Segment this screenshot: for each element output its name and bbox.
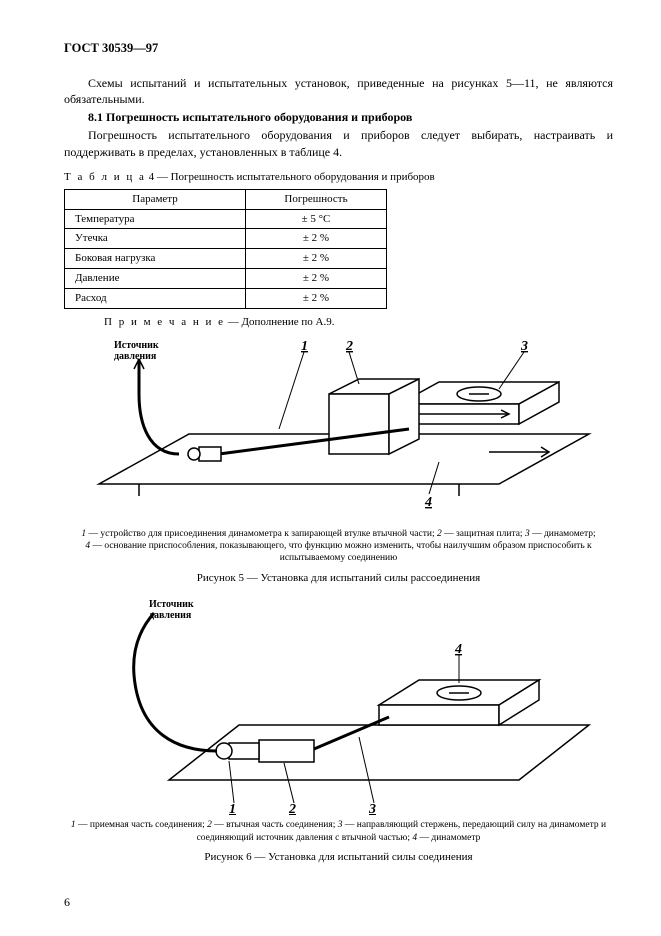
- figure-6: Источник давления 1 2 3 4 1 — приемная ч…: [64, 595, 613, 865]
- fig6-label-4: 4: [454, 642, 462, 657]
- cell-err: ± 2 %: [246, 229, 387, 249]
- table-note: П р и м е ч а н и е — Дополнение по А.9.: [104, 315, 613, 330]
- cell-param: Расход: [65, 288, 246, 308]
- fig6-label-3: 3: [368, 802, 376, 815]
- note-prefix: П р и м е ч а н и е: [104, 316, 225, 328]
- figure-6-svg: Источник давления 1 2 3 4: [79, 595, 599, 815]
- fig6-source-line2: давления: [149, 610, 192, 621]
- table-row: Температура± 5 °C: [65, 209, 387, 229]
- cell-param: Утечка: [65, 229, 246, 249]
- fig6-label-2: 2: [288, 802, 296, 815]
- section-title: Погрешность испытательного оборудования …: [106, 110, 412, 124]
- fig6-label-1: 1: [229, 802, 236, 815]
- fig5-source-line2: давления: [114, 351, 157, 362]
- figure-5-svg: Источник давления 1 2 3 4: [79, 334, 599, 524]
- table-row: Боковая нагрузка± 2 %: [65, 249, 387, 269]
- cell-err: ± 5 °C: [246, 209, 387, 229]
- cell-err: ± 2 %: [246, 269, 387, 289]
- para-intro: Схемы испытаний и испытательных установо…: [64, 75, 613, 107]
- fig6-source-line1: Источник: [149, 599, 194, 610]
- figure-5-legend: 1 — устройство для присоединения динамом…: [64, 528, 613, 565]
- cell-param: Температура: [65, 209, 246, 229]
- para-tolerance: Погрешность испытательного оборудования …: [64, 127, 613, 159]
- table-row: Утечка± 2 %: [65, 229, 387, 249]
- cell-param: Давление: [65, 269, 246, 289]
- cell-err: ± 2 %: [246, 288, 387, 308]
- fig5-label-4: 4: [424, 495, 432, 510]
- page-number: 6: [64, 894, 70, 910]
- cell-param: Боковая нагрузка: [65, 249, 246, 269]
- table-row: Давление± 2 %: [65, 269, 387, 289]
- figure-6-caption: Рисунок 6 — Установка для испытаний силы…: [64, 850, 613, 865]
- table-head-err: Погрешность: [246, 189, 387, 209]
- fig5-source-line1: Источник: [114, 340, 159, 351]
- fig5-label-3: 3: [520, 339, 528, 354]
- figure-5-caption: Рисунок 5 — Установка для испытаний силы…: [64, 571, 613, 586]
- cell-err: ± 2 %: [246, 249, 387, 269]
- table-title-prefix: Т а б л и ц а: [64, 171, 146, 183]
- table-4-title: Т а б л и ц а 4 — Погрешность испытатель…: [64, 170, 613, 185]
- table-head-param: Параметр: [65, 189, 246, 209]
- section-number: 8.1: [88, 110, 103, 124]
- section-8-1: 8.1 Погрешность испытательного оборудова…: [64, 109, 613, 125]
- fig5-label-2: 2: [345, 339, 353, 354]
- table-title-text: 4 — Погрешность испытательного оборудова…: [149, 171, 435, 183]
- fig5-label-1: 1: [301, 339, 308, 354]
- table-row: Расход± 2 %: [65, 288, 387, 308]
- doc-header: ГОСТ 30539—97: [64, 40, 613, 57]
- table-4: Параметр Погрешность Температура± 5 °C У…: [64, 189, 387, 309]
- figure-5: Источник давления 1 2 3 4 1 — устройство…: [64, 334, 613, 586]
- figure-6-legend: 1 — приемная часть соединения; 2 — втычн…: [64, 819, 613, 844]
- note-text: — Дополнение по А.9.: [228, 316, 335, 328]
